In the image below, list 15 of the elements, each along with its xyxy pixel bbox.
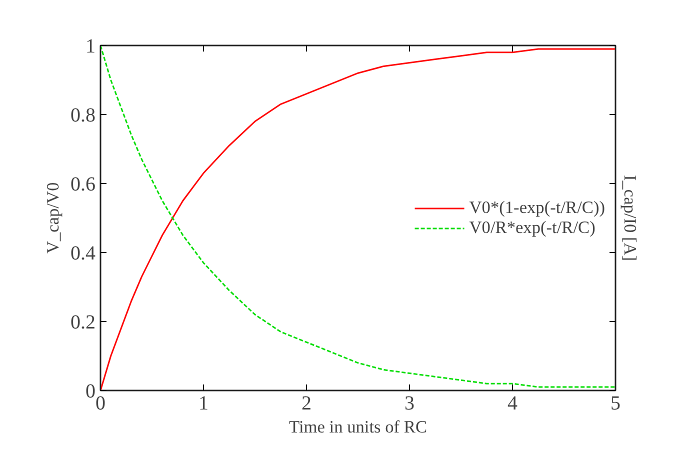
x-tick-label: 2 xyxy=(302,392,312,414)
y-tick-label: 0.2 xyxy=(70,312,96,334)
legend-label: V0/R*exp(-t/R/C) xyxy=(469,218,596,238)
y-axis-title: V_cap/V0 xyxy=(44,182,62,254)
y-tick-label: 0.4 xyxy=(70,242,96,264)
legend-label: V0*(1-exp(-t/R/C)) xyxy=(469,198,605,218)
y2-axis-title: I_cap/I0 [A] xyxy=(620,174,640,262)
x-tick-label: 3 xyxy=(404,392,414,414)
y-tick-label: 0.6 xyxy=(70,174,96,196)
x-tick-label: 4 xyxy=(508,392,518,414)
x-tick-label: 5 xyxy=(610,392,620,414)
x-tick-label: 1 xyxy=(198,392,208,414)
x-axis-title: Time in units of RC xyxy=(288,418,428,436)
y-tick-label: 0.8 xyxy=(70,104,96,126)
y-tick-label: 1 xyxy=(86,36,96,58)
